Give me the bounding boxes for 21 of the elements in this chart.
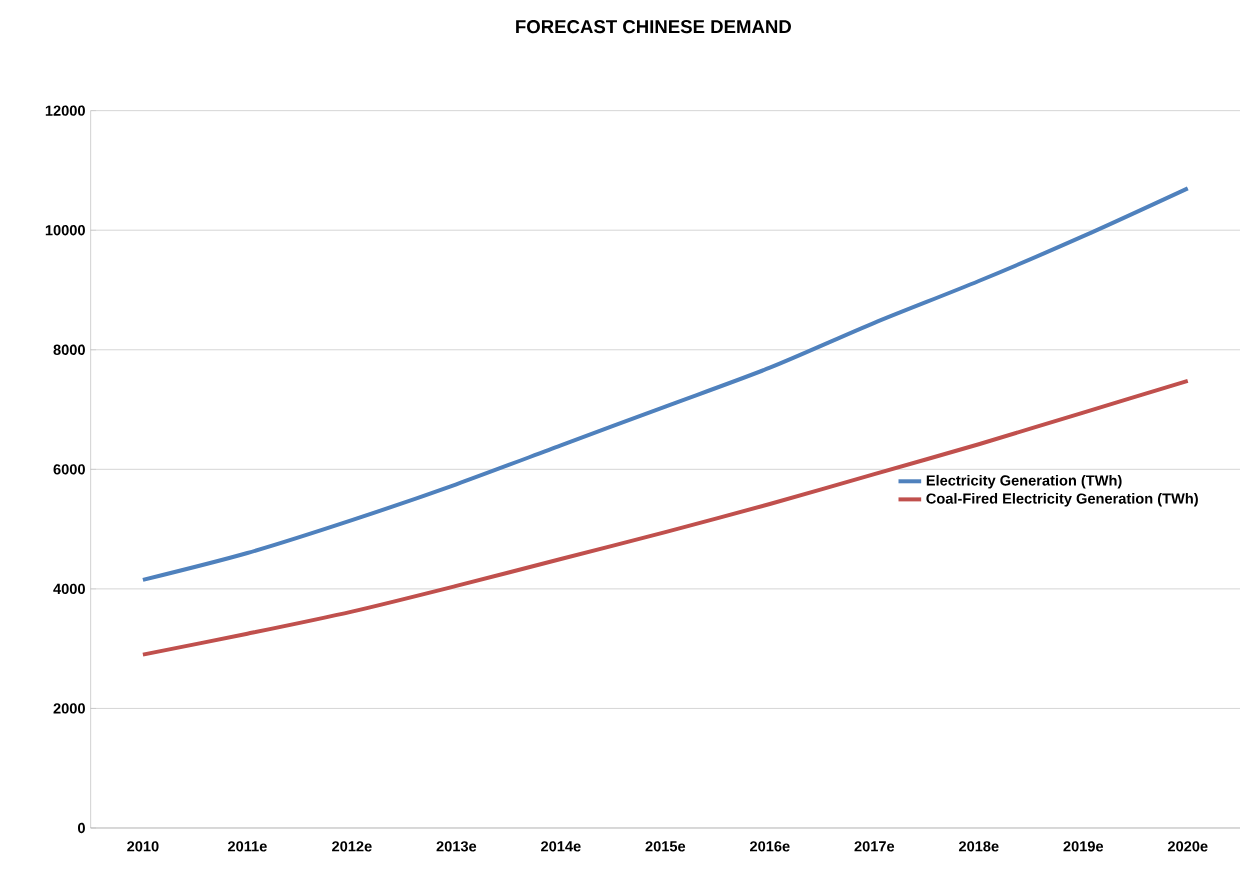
- x-tick-label: 2015e: [645, 840, 686, 852]
- x-tick-label: 2018e: [958, 840, 999, 852]
- x-tick-label: 2017e: [854, 840, 895, 852]
- x-tick-label: 2010: [127, 840, 159, 852]
- x-tick-label: 2013e: [436, 840, 477, 852]
- x-tick-label: 2019e: [1063, 840, 1104, 852]
- x-tick-label: 2012e: [332, 840, 372, 852]
- y-tick-label: 0: [77, 822, 85, 834]
- x-tick-label: 2020e: [1167, 840, 1208, 852]
- chart-title: FORECAST CHINESE DEMAND: [516, 19, 791, 34]
- legend-label: Electricity Generation (TWh): [926, 474, 1122, 489]
- legend-label: Coal-Fired Electricity Generation (TWh): [926, 492, 1198, 507]
- y-tick-label: 4000: [53, 583, 85, 594]
- x-tick-label: 2016e: [750, 840, 790, 852]
- y-tick-label: 10000: [45, 224, 85, 236]
- x-tick-label: 2011e: [227, 840, 267, 852]
- y-tick-label: 6000: [53, 464, 85, 475]
- x-tick-label: 2014e: [541, 840, 581, 852]
- y-tick-label: 8000: [53, 344, 85, 355]
- y-tick-label: 12000: [45, 105, 85, 116]
- y-tick-label: 2000: [53, 703, 85, 714]
